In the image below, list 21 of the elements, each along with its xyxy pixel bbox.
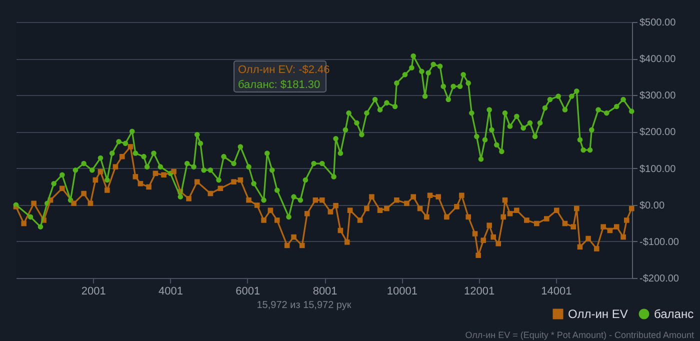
x-tick-label: 14001 [541,286,572,298]
y-tick-label: $200.00 [640,127,676,138]
legend-label: Олл-ин EV [568,307,628,321]
x-tick-label: 12001 [464,286,495,298]
annotation: баланс: $181.30 [238,79,320,91]
x-tick-label: 4001 [158,286,184,298]
text: 15,972 из 15,972 рук [256,300,352,311]
y-tick-label: -$100.00 [640,236,680,248]
y-tick-label: $0.00 [640,200,665,212]
x-tick-label: 10001 [386,286,418,298]
annotation: Олл-ин EV: -$2.46 [238,64,330,76]
y-tick-label: $400.00 [640,54,676,66]
x-tick-label: 2001 [81,286,106,298]
legend-label: баланс [654,307,694,321]
x-tick-label: 8001 [312,286,338,298]
y-tick-label: -$200.00 [640,274,680,284]
y-tick-label: $500.00 [640,18,676,28]
x-tick-label: 6001 [236,286,260,298]
y-tick-label: $100.00 [640,164,676,175]
text: Олл-ин EV = (Equity * Pot Amount) - Contributed Amount [465,330,694,340]
y-tick-label: $300.00 [640,90,676,102]
